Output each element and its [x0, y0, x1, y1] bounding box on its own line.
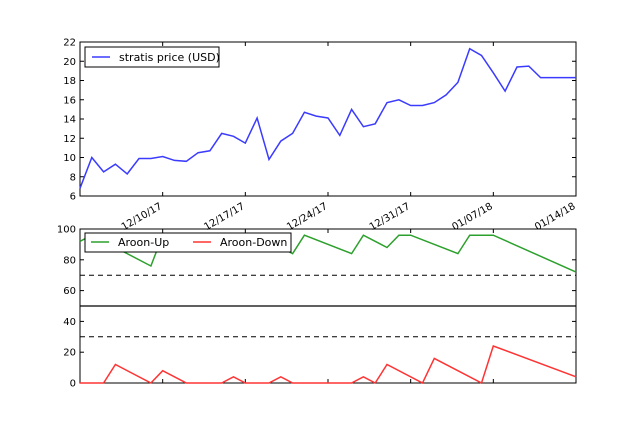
- price-legend-label: stratis price (USD): [119, 51, 220, 64]
- price-y-tick-label: 10: [63, 153, 76, 164]
- aroon-legend-box: [84, 232, 292, 253]
- price-series-line: [79, 47, 576, 189]
- price-y-tick-label: 14: [63, 115, 76, 126]
- price-y-tick-label: 8: [70, 172, 76, 183]
- aroon-y-tick-label: 20: [63, 348, 76, 359]
- price-y-tick-label: 22: [63, 38, 76, 49]
- price-y-tick-label: 6: [70, 192, 76, 203]
- price-legend-box: [84, 46, 220, 68]
- aroon-down-line: [80, 345, 577, 385]
- aroon-y-tick-label: 60: [63, 286, 76, 297]
- aroon-y-tick-label: 0: [70, 379, 76, 390]
- price-y-axis: 6 8 10 12 14 16 18 20 22: [63, 38, 576, 203]
- price-y-tick-label: 18: [63, 76, 76, 87]
- aroon-y-tick-label: 80: [63, 255, 76, 266]
- price-y-tick-label: 16: [63, 95, 76, 106]
- price-series-group: [79, 47, 576, 189]
- aroon-down-legend-label: Aroon-Down: [220, 236, 287, 249]
- aroon-y-tick-label: 100: [57, 225, 76, 236]
- aroon-y-axis: 0 20 40 60 80 100: [57, 225, 576, 390]
- aroon-panel: 0 20 40 60 80 100 Aroon-Up Aroon-Down: [57, 225, 577, 390]
- aroon-up-legend-label: Aroon-Up: [118, 236, 169, 249]
- price-y-tick-label: 12: [63, 134, 76, 145]
- price-legend: stratis price (USD): [84, 46, 220, 68]
- aroon-legend: Aroon-Up Aroon-Down: [84, 232, 292, 253]
- aroon-y-tick-label: 40: [63, 317, 76, 328]
- aroon-reference-lines: [80, 274, 576, 338]
- price-y-tick-label: 20: [63, 57, 76, 68]
